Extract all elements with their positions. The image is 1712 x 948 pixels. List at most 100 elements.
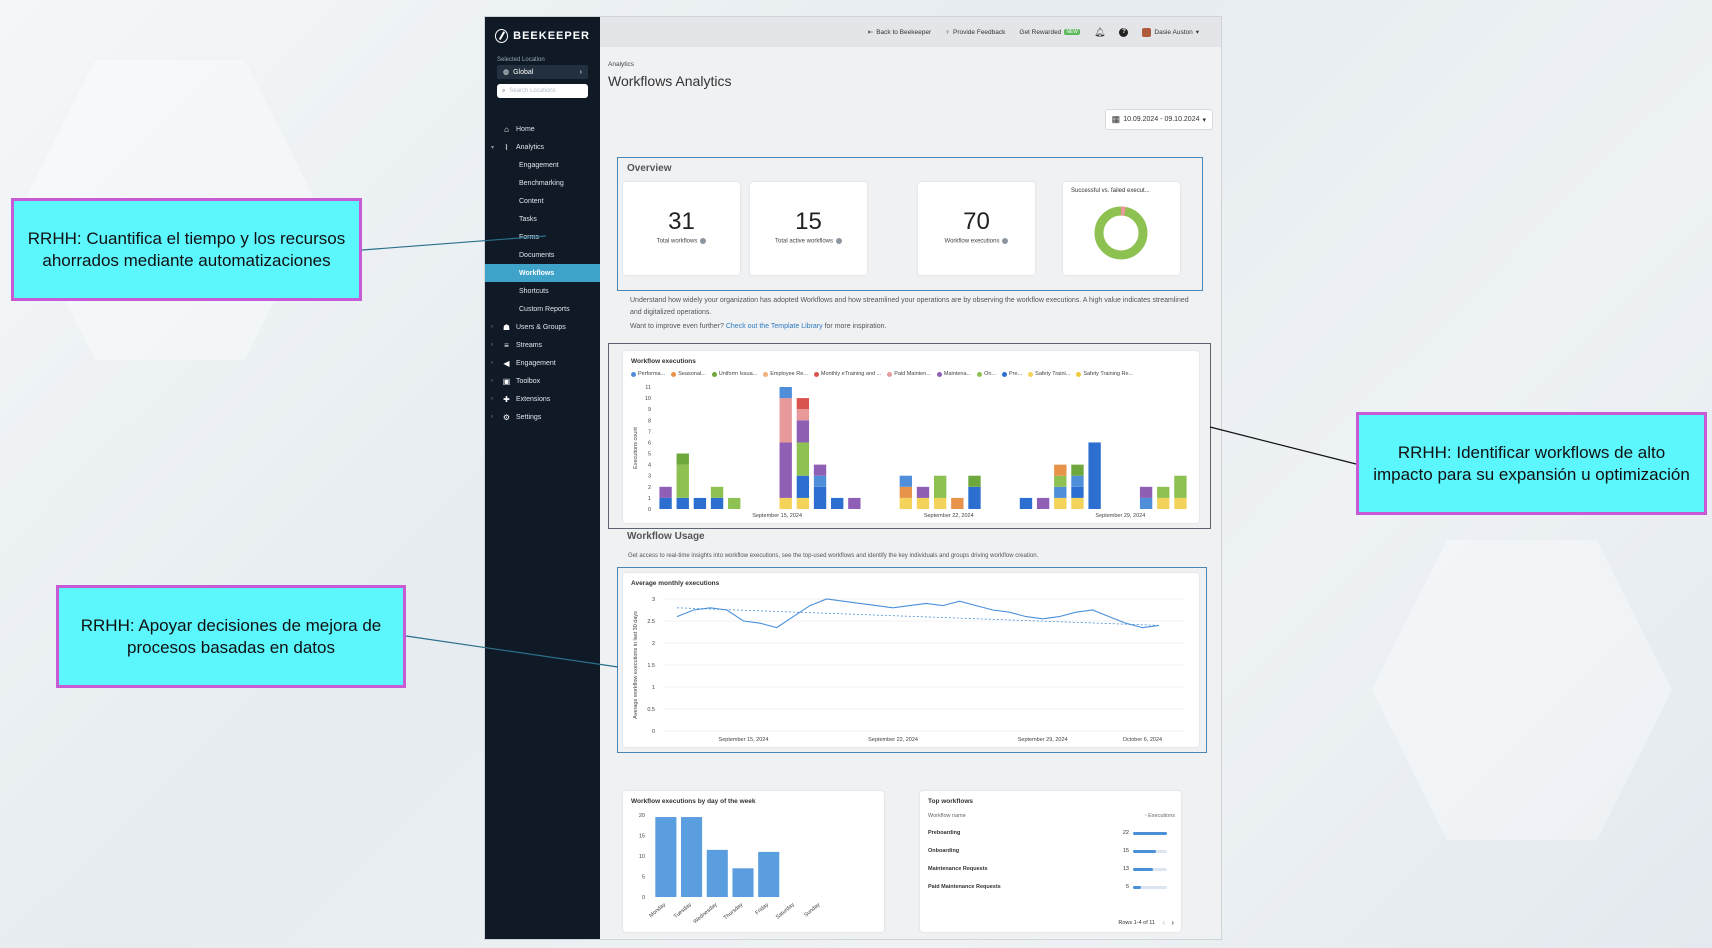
bar-segment <box>1054 464 1067 476</box>
sidebar-subitem-documents[interactable]: Documents <box>519 251 555 259</box>
column-header-name[interactable]: Workflow name <box>928 813 966 819</box>
legend-label: Maintena... <box>943 371 972 377</box>
sidebar-item-users-groups[interactable]: › ☗ Users & Groups <box>485 318 600 336</box>
column-header-executions[interactable]: ◦ Executions <box>1145 813 1175 819</box>
kpi-value: 70 <box>963 208 990 235</box>
bar-segment <box>848 497 861 509</box>
sidebar-item-toolbox[interactable]: › ▣ Toolbox <box>485 372 600 390</box>
legend-item[interactable]: Employee Re... <box>763 371 808 377</box>
kpi-label-text: Total active workflows <box>774 238 834 245</box>
table-row: Paid Maintenance Requests 5 <box>928 884 1173 894</box>
date-range-value: 10.09.2024 - 09.10.2024 <box>1123 116 1200 123</box>
sidebar-item-engagement[interactable]: › ◀ Engagement <box>485 354 600 372</box>
donut-chart <box>1094 206 1148 260</box>
sidebar-subitem-benchmarking[interactable]: Benchmarking <box>519 179 564 187</box>
sidebar-item-label: Settings <box>516 413 542 421</box>
get-rewarded-link[interactable]: Get Rewarded NEW <box>1019 29 1080 36</box>
workflow-name: Maintenance Requests <box>928 866 988 872</box>
bar-segment <box>779 442 792 498</box>
sidebar-item-analytics[interactable]: ▾ ⌇ Analytics <box>485 138 600 156</box>
legend-item[interactable]: Paid Mainten... <box>887 371 931 377</box>
beekeeper-logo-icon <box>495 29 509 43</box>
y-tick-label: 5 <box>648 452 651 458</box>
y-tick-label: 0.5 <box>647 707 655 713</box>
legend-item[interactable]: Safety Traini... <box>1028 371 1070 377</box>
legend-swatch <box>1076 371 1082 377</box>
bar-segment <box>1174 497 1187 509</box>
legend-item[interactable]: Performa... <box>631 371 665 377</box>
notifications-button[interactable]: 🔔︎ <box>1094 27 1105 38</box>
y-tick-label: 2.5 <box>647 619 655 625</box>
y-tick-label: 5 <box>642 875 645 881</box>
bar <box>706 849 728 897</box>
bar-segment <box>813 464 827 476</box>
legend-label: Paid Mainten... <box>894 371 931 377</box>
breadcrumb[interactable]: Analytics <box>608 61 635 68</box>
streams-icon: ≡ <box>504 340 509 350</box>
brand-logo[interactable]: BEEKEEPER <box>485 17 600 53</box>
chevron-right-icon: › <box>491 324 493 330</box>
help-button[interactable]: ? <box>1119 27 1129 37</box>
legend-item[interactable]: Pre... <box>1002 371 1022 377</box>
sidebar-subitem-content[interactable]: Content <box>519 197 544 205</box>
template-library-link[interactable]: Check out the Template Library <box>725 323 823 330</box>
executions-bar <box>1133 850 1167 853</box>
location-search-input[interactable]: ⌕ Search Locations <box>497 84 588 98</box>
chevron-down-icon: ▾ <box>491 144 495 151</box>
back-arrow-icon: ⇤ <box>867 29 874 36</box>
top-workflows-title: Top workflows <box>928 798 974 805</box>
bar-segment <box>968 486 981 509</box>
y-tick-label: 3 <box>648 474 651 480</box>
chevron-down-icon: ▾ <box>1195 29 1199 36</box>
next-page-icon[interactable]: › <box>1171 918 1174 927</box>
bar-segment <box>1157 486 1170 498</box>
x-tick-label: Sunday <box>803 902 821 919</box>
sidebar-item-streams[interactable]: › ≡ Streams <box>485 336 600 354</box>
sidebar-subitem-engagement[interactable]: Engagement <box>519 161 559 169</box>
legend-item[interactable]: Monthly eTraining and ... <box>813 371 881 377</box>
legend-item[interactable]: Safety Training Re... <box>1076 371 1133 377</box>
bar-segment <box>796 475 810 498</box>
search-icon: ⌕ <box>502 87 506 94</box>
location-select[interactable]: ◍ Global › <box>497 65 588 79</box>
sidebar-subitem-forms[interactable]: Forms <box>519 233 539 241</box>
bar <box>681 817 703 897</box>
user-menu[interactable]: Dasie Auston ▾ <box>1142 27 1199 37</box>
sidebar-item-settings[interactable]: › ⚙ Settings <box>485 408 600 426</box>
legend-label: On... <box>984 371 997 377</box>
bar-segment <box>1157 497 1170 509</box>
sidebar-subitem-workflows[interactable]: Workflows <box>485 264 600 282</box>
y-tick-label: 2 <box>648 485 651 491</box>
sidebar-item-home[interactable]: ⌂ Home <box>485 120 600 138</box>
legend-item[interactable]: Seasonal... <box>671 371 706 377</box>
feedback-label: Provide Feedback <box>953 28 1006 36</box>
info-icon[interactable] <box>700 238 707 244</box>
improve-prefix: Want to improve even further? <box>630 323 724 330</box>
kpi-label-text: Total workflows <box>656 238 698 245</box>
avatar <box>1142 27 1152 37</box>
kpi-value: 31 <box>668 208 695 235</box>
legend-item[interactable]: Uniform Issua... <box>711 371 757 377</box>
sidebar-subitem-custom-reports[interactable]: Custom Reports <box>519 305 570 313</box>
back-to-beekeeper-link[interactable]: ⇤ Back to Beekeeper <box>867 28 932 37</box>
legend-swatch <box>936 371 942 377</box>
page-title: Workflows Analytics <box>608 73 732 89</box>
y-tick-label: 11 <box>645 385 651 391</box>
legend-item[interactable]: Maintena... <box>936 371 972 377</box>
y-tick-label: 10 <box>645 396 651 402</box>
info-icon[interactable] <box>836 238 843 244</box>
sidebar-item-extensions[interactable]: › ✚ Extensions <box>485 390 600 408</box>
info-icon[interactable] <box>1002 238 1009 244</box>
legend-item[interactable]: On... <box>977 371 996 377</box>
legend-swatch <box>763 371 769 377</box>
executions-legend: Performa... Seasonal... Uniform Issua... Em… <box>631 371 1133 377</box>
sidebar-subitem-tasks[interactable]: Tasks <box>519 215 537 223</box>
series-line <box>676 598 1160 629</box>
back-label: Back to Beekeeper <box>876 28 932 36</box>
date-range-picker[interactable]: ▦ 10.09.2024 - 09.10.2024 ▾ <box>1104 109 1213 130</box>
bar-segment <box>710 497 724 509</box>
sidebar-subitem-shortcuts[interactable]: Shortcuts <box>519 287 549 295</box>
provide-feedback-link[interactable]: ♀ Provide Feedback <box>945 29 1005 36</box>
previous-page-icon[interactable]: ‹ <box>1162 918 1165 927</box>
table-row: Preboarding 22 <box>928 830 1173 840</box>
